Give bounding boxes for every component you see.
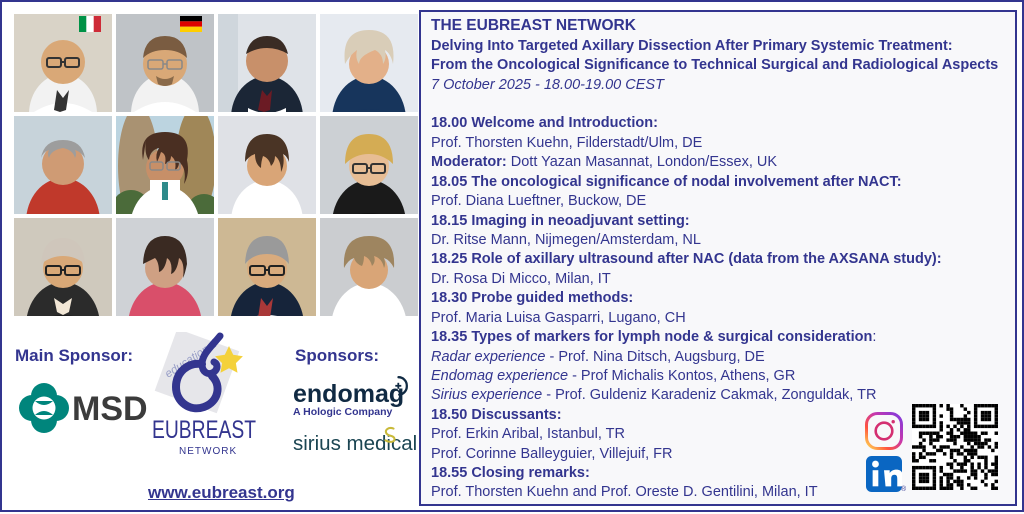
svg-text:EUBREAST: EUBREAST	[152, 416, 256, 444]
svg-text:NETWORK: NETWORK	[179, 446, 237, 457]
